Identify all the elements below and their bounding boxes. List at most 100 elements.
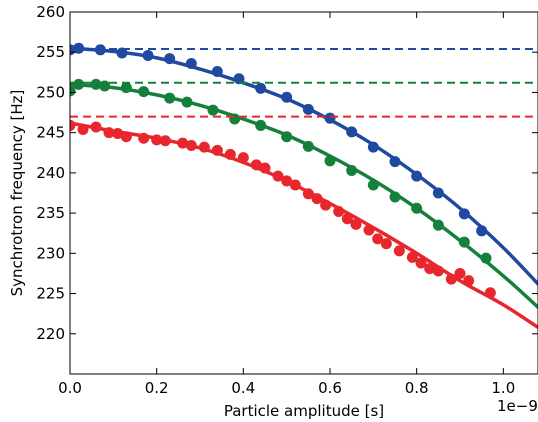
data-point <box>103 127 115 139</box>
data-point <box>463 275 475 287</box>
data-point <box>432 187 444 199</box>
data-point <box>372 233 384 245</box>
data-point <box>207 104 219 116</box>
data-point <box>415 257 427 269</box>
x-tick-label: 0.8 <box>405 379 429 397</box>
data-point <box>90 78 102 90</box>
data-point <box>211 144 223 156</box>
y-tick-label: 260 <box>36 3 65 21</box>
data-point <box>445 273 457 285</box>
data-point <box>77 123 89 135</box>
data-point <box>73 78 85 90</box>
data-point <box>432 265 444 277</box>
data-point <box>211 66 223 78</box>
data-point <box>350 218 362 230</box>
data-point <box>120 82 132 94</box>
series-2 <box>70 115 538 330</box>
x-axis-label: Particle amplitude [s] <box>224 402 384 420</box>
x-axis-offset-label: 1e−9 <box>497 397 538 415</box>
data-point <box>185 140 197 152</box>
data-point <box>237 152 249 164</box>
data-point <box>289 179 301 191</box>
data-point <box>159 135 171 147</box>
data-point <box>320 199 332 211</box>
data-point <box>224 148 236 160</box>
data-point <box>185 57 197 69</box>
axes-frame <box>69 11 538 375</box>
data-point <box>346 164 358 176</box>
data-point <box>389 191 401 203</box>
data-point <box>346 126 358 138</box>
data-point <box>341 213 353 225</box>
data-point <box>142 49 154 61</box>
data-point <box>281 91 293 103</box>
data-point <box>233 73 245 85</box>
data-point <box>255 119 267 131</box>
y-axis: 220 225 230 235 240 245 250 255 260 <box>36 3 538 343</box>
x-axis: 0.0 0.2 0.4 0.6 0.8 1.0 <box>58 12 515 397</box>
data-point <box>138 132 150 144</box>
data-point <box>324 112 336 124</box>
data-point <box>380 238 392 250</box>
data-point <box>484 287 496 299</box>
data-point <box>389 156 401 168</box>
data-point <box>259 162 271 174</box>
data-point <box>333 206 345 218</box>
x-tick-label: 1.0 <box>491 379 515 397</box>
data-point <box>432 219 444 231</box>
data-point <box>476 225 488 237</box>
data-point <box>116 47 128 59</box>
data-point <box>70 119 76 131</box>
data-point <box>99 80 111 92</box>
data-point <box>181 96 193 108</box>
y-tick-label: 250 <box>36 83 65 101</box>
y-tick-label: 225 <box>36 285 65 303</box>
y-tick-label: 230 <box>36 244 65 262</box>
x-tick-label: 0.2 <box>145 379 169 397</box>
plot-area <box>70 42 538 330</box>
data-point <box>393 245 405 257</box>
data-point <box>454 267 466 279</box>
data-point <box>302 103 314 115</box>
y-tick-label: 240 <box>36 164 65 182</box>
x-tick-label: 0.6 <box>318 379 342 397</box>
data-point <box>480 252 492 264</box>
series-0 <box>70 42 538 286</box>
data-point <box>255 82 267 94</box>
data-point <box>411 170 423 182</box>
data-point <box>229 113 241 125</box>
data-point <box>164 92 176 104</box>
data-point <box>272 170 284 182</box>
data-point <box>406 251 418 263</box>
data-point <box>311 193 323 205</box>
data-point <box>424 263 436 275</box>
data-point <box>281 175 293 187</box>
data-point <box>367 179 379 191</box>
y-tick-label: 220 <box>36 325 65 343</box>
data-point <box>302 140 314 152</box>
data-point <box>363 224 375 236</box>
data-point <box>90 121 102 133</box>
data-point <box>94 44 106 56</box>
data-point <box>367 141 379 153</box>
x-tick-label: 0.4 <box>231 379 255 397</box>
y-tick-label: 255 <box>36 43 65 61</box>
x-tick-label: 0.0 <box>58 379 82 397</box>
series-1 <box>70 78 538 309</box>
data-point <box>70 85 76 97</box>
data-point <box>302 188 314 200</box>
data-point <box>151 134 163 146</box>
data-point <box>112 127 124 139</box>
data-point <box>324 155 336 167</box>
data-point <box>411 202 423 214</box>
data-point <box>73 42 85 54</box>
data-point <box>177 137 189 149</box>
data-point <box>250 159 262 171</box>
y-tick-label: 235 <box>36 204 65 222</box>
data-point <box>164 53 176 65</box>
data-point <box>458 208 470 220</box>
data-point <box>120 131 132 143</box>
y-axis-label: Synchrotron frequency [Hz] <box>8 90 26 297</box>
data-point <box>138 86 150 98</box>
